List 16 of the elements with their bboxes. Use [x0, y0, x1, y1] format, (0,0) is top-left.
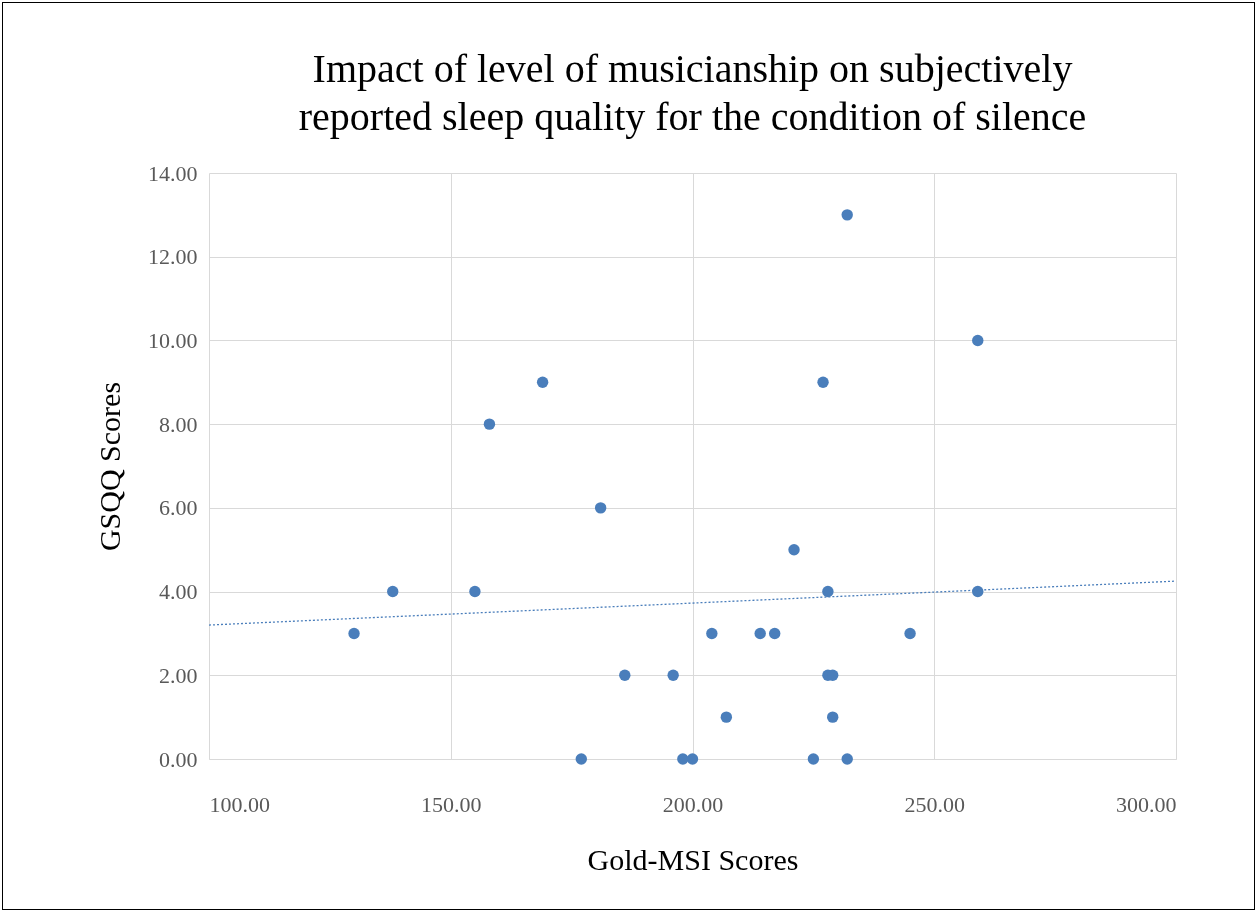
- x-tick-label: 200.00: [662, 791, 724, 817]
- y-tick-label: 12.00: [148, 244, 198, 270]
- x-tick-label: 150.00: [421, 791, 482, 817]
- y-tick-label: 4.00: [159, 579, 198, 605]
- chart-title: Impact of level of musicianship on subjectively reported sleep quality for the condition of silence: [298, 46, 1087, 139]
- x-tick-label: 250.00: [904, 791, 965, 817]
- x-axis-title: Gold-MSI Scores: [587, 842, 799, 876]
- y-tick-label: 2.00: [159, 662, 198, 688]
- y-tick-label: 10.00: [148, 327, 198, 353]
- y-tick-label: 0.00: [159, 746, 198, 772]
- y-tick-label: 8.00: [159, 411, 198, 437]
- y-tick-label: 14.00: [148, 160, 198, 186]
- y-axis-title: GSQQ Scores: [93, 381, 126, 552]
- y-tick-label: 6.00: [159, 495, 198, 521]
- x-tick-label: 300.00: [1116, 791, 1177, 817]
- x-tick-label: 100.00: [209, 791, 270, 817]
